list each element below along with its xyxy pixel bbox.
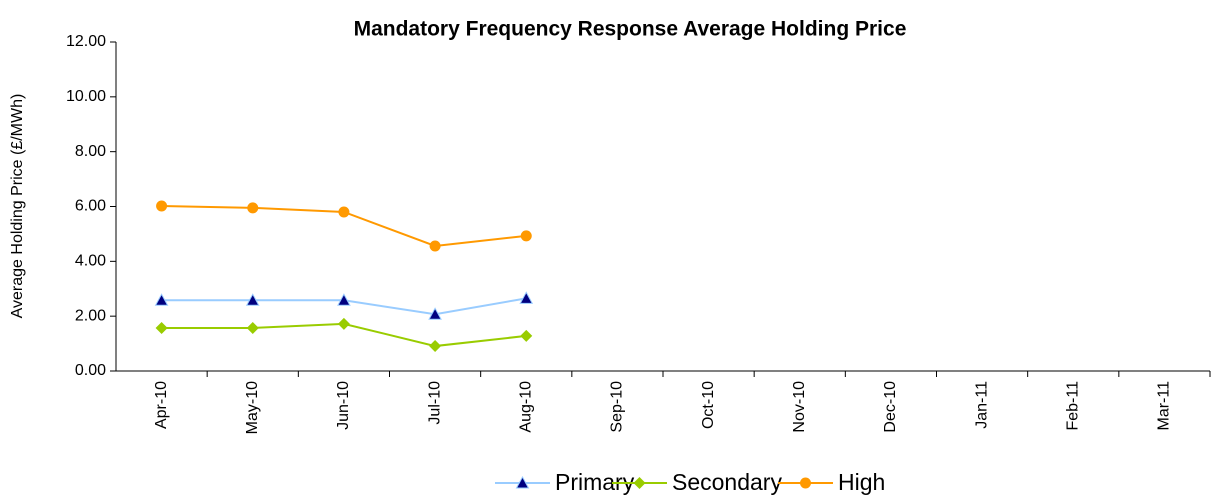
x-tick-label: Feb-11 [1064,381,1081,431]
point [337,317,350,330]
point [245,293,260,306]
x-tick-label: Jan-11 [973,381,990,429]
y-axis-title: Average Holding Price (£/MWh) [9,94,26,319]
chart-title: Mandatory Frequency Response Average Hol… [354,18,907,41]
x-tick-label: Aug-10 [517,381,534,433]
legend-label: Secondary [672,469,782,495]
point [247,202,259,214]
x-tick-label: Jun-10 [335,381,352,430]
point [337,293,351,306]
point [429,240,441,252]
point [154,293,169,306]
x-tick-label: Mar-11 [1156,381,1173,431]
point [429,340,442,353]
y-tick-label: 4.00 [75,253,106,270]
y-tick-label: 12.00 [66,33,106,50]
legend-marker [633,477,646,489]
x-tick-label: Sep-10 [609,381,626,433]
point [428,307,442,320]
point [155,321,168,334]
x-tick-label: Nov-10 [791,381,808,433]
x-tick-label: Oct-10 [700,381,717,429]
legend-marker [800,477,811,489]
x-tick-label: Jul-10 [426,381,443,425]
point [246,321,259,334]
y-tick-label: 2.00 [75,307,106,324]
point [520,329,533,342]
x-tick-label: May-10 [244,381,261,434]
y-tick-label: 10.00 [66,88,106,105]
y-tick-label: 0.00 [75,362,106,379]
point [520,230,532,242]
point [519,291,534,304]
legend-marker [515,475,530,489]
y-tick-label: 6.00 [75,198,106,215]
legend-label: High [838,469,885,495]
point [338,206,350,218]
point [156,200,168,212]
x-tick-label: Apr-10 [153,381,170,429]
y-tick-label: 8.00 [75,143,106,160]
x-tick-label: Dec-10 [882,381,899,433]
